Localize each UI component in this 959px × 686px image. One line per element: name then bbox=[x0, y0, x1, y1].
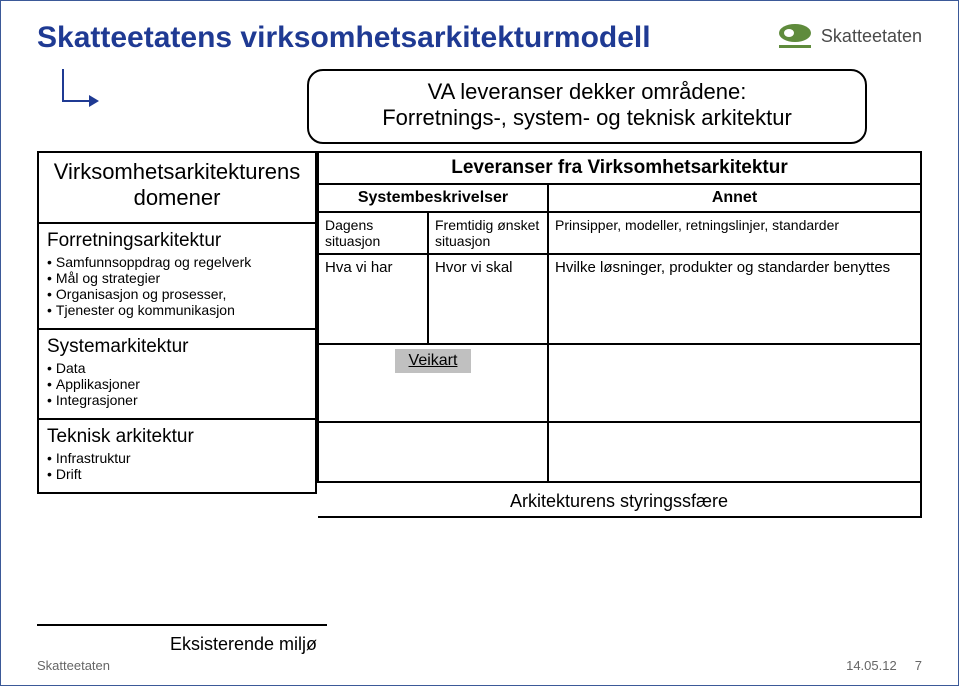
slide-title: Skatteetatens virksomhetsarkitekturmodel… bbox=[37, 21, 651, 55]
veikart-label: Veikart bbox=[395, 349, 472, 373]
cell-fremtidig: Fremtidig ønsket situasjon bbox=[428, 212, 548, 254]
left-footer: Eksisterende miljø bbox=[37, 624, 327, 655]
bullet: Drift bbox=[47, 466, 307, 482]
left-section-teknisk: Teknisk arkitektur Infrastruktur Drift bbox=[38, 419, 316, 493]
bullet: Mål og strategier bbox=[47, 270, 307, 286]
bullet: Infrastruktur bbox=[47, 450, 307, 466]
bullet-list: Samfunnsoppdrag og regelverk Mål og stra… bbox=[47, 254, 307, 318]
col-annet: Annet bbox=[548, 184, 921, 212]
deliverables-header: Leveranser fra Virksomhetsarkitektur bbox=[318, 152, 921, 184]
bullet-list: Data Applikasjoner Integrasjoner bbox=[47, 360, 307, 408]
footer-date: 14.05.12 bbox=[846, 658, 897, 673]
section-title: Systemarkitektur bbox=[47, 336, 307, 358]
logo-icon bbox=[777, 21, 813, 51]
callout-pointer-icon bbox=[61, 67, 101, 107]
left-header: Virksomhetsarkitekturens domener bbox=[38, 152, 316, 223]
left-section-forretning: Forretningsarkitektur Samfunnsoppdrag og… bbox=[38, 223, 316, 329]
cell-hvor: Hvor vi skal bbox=[428, 254, 548, 344]
slide-footer: Skatteetaten 14.05.12 7 bbox=[37, 658, 922, 673]
bullet: Organisasjon og prosesser, bbox=[47, 286, 307, 302]
footer-left: Skatteetaten bbox=[37, 658, 110, 673]
bullet: Tjenester og kommunikasjon bbox=[47, 302, 307, 318]
bullet: Samfunnsoppdrag og regelverk bbox=[47, 254, 307, 270]
section-title: Teknisk arkitektur bbox=[47, 426, 307, 448]
cell-hvilke: Hvilke løsninger, produkter og standarde… bbox=[548, 254, 921, 344]
section-title: Forretningsarkitektur bbox=[47, 230, 307, 252]
callout-line2: Forretnings-, system- og teknisk arkitek… bbox=[319, 105, 855, 131]
callout-line1: VA leveranser dekker områdene: bbox=[319, 79, 855, 105]
empty-cell bbox=[318, 422, 548, 482]
cell-dagens: Dagens situasjon bbox=[318, 212, 428, 254]
right-footer: Arkitekturens styringssfære bbox=[318, 482, 921, 517]
callout-box: VA leveranser dekker områdene: Forretnin… bbox=[307, 69, 867, 144]
col-systembeskrivelser: Systembeskrivelser bbox=[318, 184, 548, 212]
empty-cell bbox=[548, 344, 921, 422]
footer-page: 7 bbox=[915, 658, 922, 673]
footer-right: 14.05.12 7 bbox=[846, 658, 922, 673]
cell-hva: Hva vi har bbox=[318, 254, 428, 344]
bullet: Data bbox=[47, 360, 307, 376]
left-column: Virksomhetsarkitekturens domener Forretn… bbox=[37, 151, 317, 494]
cell-veikart: Veikart bbox=[318, 344, 548, 422]
header: Skatteetatens virksomhetsarkitekturmodel… bbox=[37, 21, 922, 55]
slide: Skatteetatens virksomhetsarkitekturmodel… bbox=[0, 0, 959, 686]
empty-cell bbox=[548, 422, 921, 482]
brand-name: Skatteetaten bbox=[821, 26, 922, 47]
bullet-list: Infrastruktur Drift bbox=[47, 450, 307, 482]
left-section-system: Systemarkitektur Data Applikasjoner Inte… bbox=[38, 329, 316, 419]
deliverables-table: Leveranser fra Virksomhetsarkitektur Sys… bbox=[317, 151, 922, 518]
bullet: Applikasjoner bbox=[47, 376, 307, 392]
bullet: Integrasjoner bbox=[47, 392, 307, 408]
cell-prinsipper: Prinsipper, modeller, retningslinjer, st… bbox=[548, 212, 921, 254]
brand-logo: Skatteetaten bbox=[777, 21, 922, 51]
